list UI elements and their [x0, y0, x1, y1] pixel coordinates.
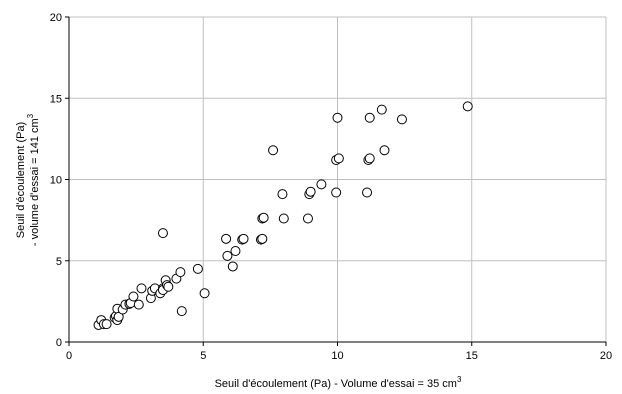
data-point [238, 233, 249, 244]
data-point [136, 283, 147, 294]
data-point [379, 145, 390, 156]
data-point [364, 112, 375, 123]
data-points [93, 101, 473, 330]
data-point [277, 189, 288, 200]
data-point [257, 233, 268, 244]
data-point [199, 288, 210, 299]
x-tick-label: 5 [200, 350, 206, 362]
y-tick-label: 5 [56, 256, 62, 268]
data-point [333, 153, 344, 164]
x-axis-title: Seuil d'écoulement (Pa) - Volume d'essai… [215, 375, 462, 390]
data-point [258, 212, 269, 223]
data-point [305, 186, 316, 197]
data-point [268, 145, 279, 156]
data-point [221, 233, 232, 244]
y-tick-label: 20 [50, 12, 62, 24]
data-point [316, 179, 327, 190]
data-point [376, 104, 387, 115]
data-point [362, 187, 373, 198]
y-axis-title-line1: Seuil d'écoulement (Pa) [15, 122, 27, 238]
data-point [364, 153, 375, 164]
data-point [163, 281, 174, 292]
data-point [462, 101, 473, 112]
y-tick-label: 10 [50, 175, 62, 187]
data-point [175, 267, 186, 278]
data-point [128, 291, 139, 302]
x-tick-label: 0 [66, 350, 72, 362]
data-point [332, 112, 343, 123]
data-point [230, 246, 241, 256]
data-point [222, 250, 233, 261]
axes [65, 16, 607, 346]
data-point [133, 299, 144, 310]
x-tick-label: 15 [466, 350, 478, 362]
data-point [176, 306, 187, 317]
data-point [227, 261, 238, 272]
y-axis-title-line2: - volume d'essai = 141 cm3 [26, 113, 41, 246]
data-point [331, 187, 342, 198]
data-point [396, 114, 407, 125]
y-axis-title: Seuil d'écoulement (Pa) - volume d'essai… [15, 113, 41, 246]
x-tick-label: 10 [331, 350, 343, 362]
tick-labels: 0 5 10 15 20 0 5 10 15 20 [50, 12, 612, 362]
grid-lines [69, 16, 607, 342]
data-point [101, 319, 112, 330]
data-point [302, 213, 313, 224]
y-tick-label: 15 [50, 93, 62, 105]
data-point [192, 263, 203, 274]
x-tick-label: 20 [600, 350, 612, 362]
y-tick-label: 0 [56, 337, 62, 349]
data-point [278, 213, 289, 224]
data-point [157, 228, 168, 239]
